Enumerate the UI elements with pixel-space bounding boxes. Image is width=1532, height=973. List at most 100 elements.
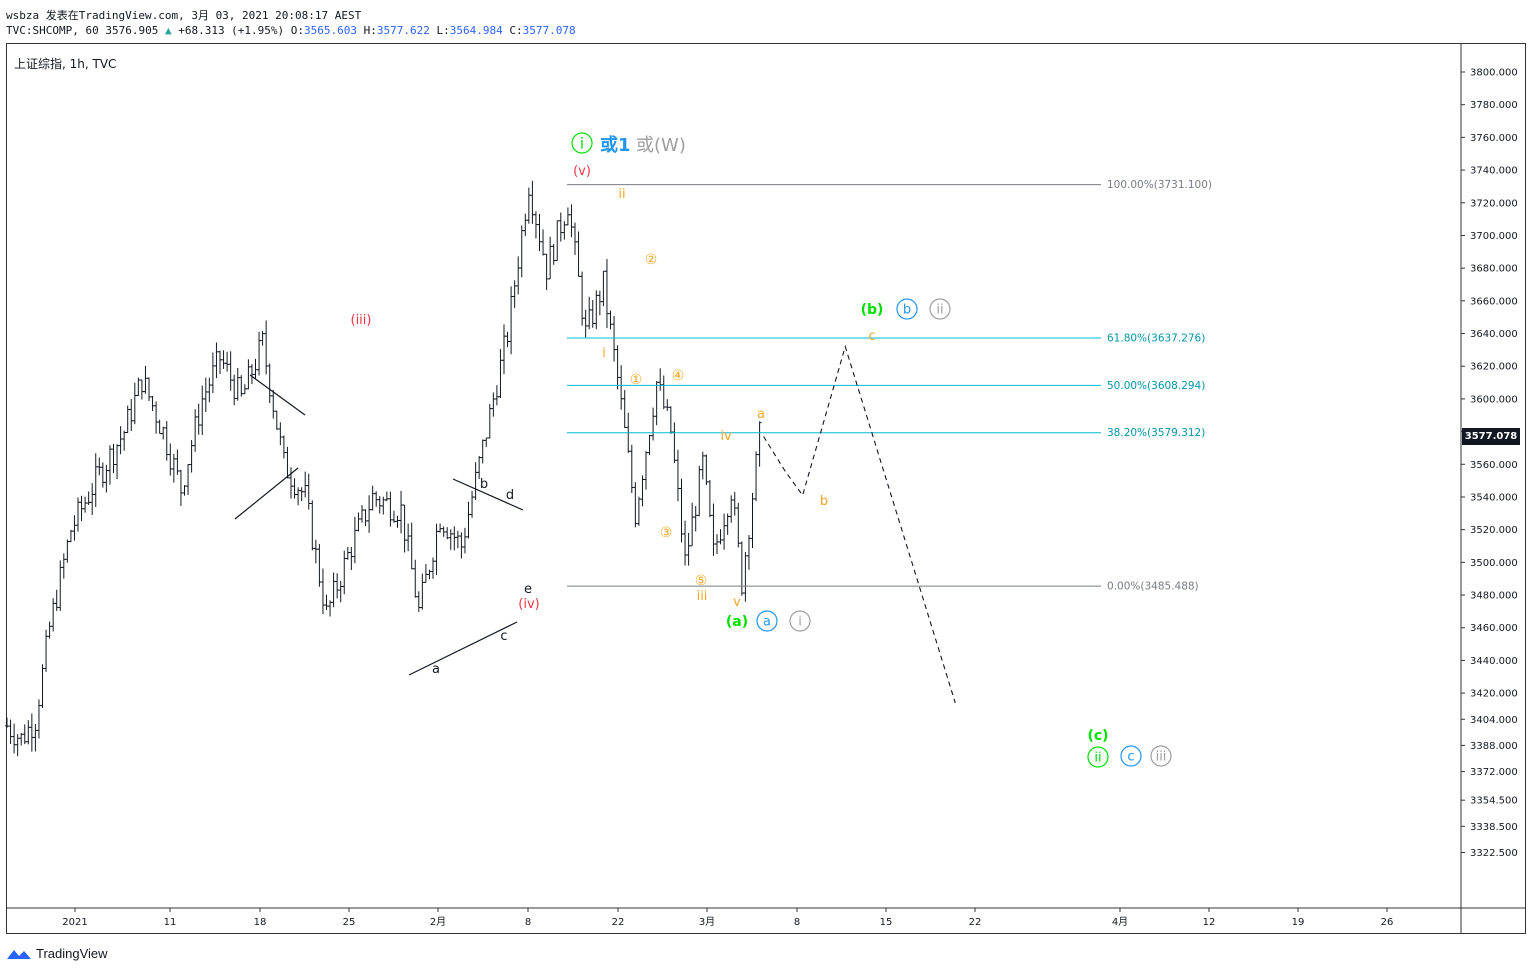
alt-label-1: 或1 (600, 134, 631, 156)
tradingview-logo-icon (7, 949, 31, 959)
time-tick-label: 22 (969, 917, 982, 928)
top-wave-i: i (580, 134, 584, 152)
ohlc-info: TVC:SHCOMP, 60 3576.905 ▲ +68.313 (+1.95… (6, 24, 576, 37)
triangle-label-e: e (524, 582, 532, 597)
subwave-label-v: v (733, 595, 741, 610)
price-tick-label: 3620.000 (1470, 362, 1518, 373)
triangle-trendline (249, 374, 306, 416)
high-value: 3577.622 (376, 24, 430, 37)
price-tick-label: 3460.000 (1470, 623, 1518, 634)
top-wave-i-circle (571, 132, 593, 154)
price-tick-label: 3420.000 (1470, 689, 1518, 700)
wave-label-v: (v) (573, 164, 591, 179)
triangle-trendline (408, 621, 518, 676)
candles (5, 180, 762, 757)
subwave-label-iv: iv (720, 429, 732, 444)
wave-b-gray-circle (929, 298, 951, 320)
wave-label-iii: (iii) (351, 313, 372, 328)
low-label: L: (436, 24, 450, 37)
price-tick-label: 3440.000 (1470, 656, 1518, 667)
price-tick-label: 3500.000 (1470, 558, 1518, 569)
wave-b-blue-circle (896, 298, 918, 320)
time-tick-label: 19 (1292, 917, 1305, 928)
subwave-circled-1: ① (630, 372, 643, 388)
price-tick-label: 3780.000 (1470, 100, 1518, 111)
correction-label-a: a (757, 407, 765, 422)
time-tick-label: 11 (164, 917, 177, 928)
subwave-circled-2: ② (645, 252, 658, 268)
open-value: 3565.603 (304, 24, 358, 37)
triangle-label-c: c (500, 629, 507, 644)
price-tick-label: 3660.000 (1470, 296, 1518, 307)
correction-label-c: c (868, 329, 875, 344)
wave-a-gray: i (798, 615, 802, 630)
time-tick-label: 8 (525, 917, 531, 928)
time-tick-label: 26 (1381, 917, 1394, 928)
wave-c-blue-circle (1120, 745, 1142, 767)
subwave-label-iii: iii (697, 589, 708, 604)
price-tick-label: 3480.000 (1470, 591, 1518, 602)
time-tick-label: 22 (612, 917, 625, 928)
subwave-label-ii: ii (618, 187, 625, 202)
price-tick-label: 3760.000 (1470, 133, 1518, 144)
wave-c-gray: iii (1156, 750, 1167, 765)
tradingview-logo[interactable]: TradingView (6, 946, 108, 961)
projection-path (763, 344, 956, 704)
wave-a-gray-circle (789, 610, 811, 632)
fib-label: 38.20%(3579.312) (1107, 427, 1205, 439)
close-value: 3577.078 (522, 24, 576, 37)
fib-label: 100.00%(3731.100) (1107, 179, 1212, 191)
low-value: 3564.984 (449, 24, 503, 37)
fibonacci-levels: 100.00%(3731.100) 61.80%(3637.276) 50.00%(… (567, 179, 1212, 593)
trendlines (234, 374, 524, 676)
subwave-circled-5: ⑤ (695, 573, 708, 589)
triangle-trendline (234, 467, 299, 520)
time-tick-label: 15 (880, 917, 893, 928)
brand-name: TradingView (36, 946, 108, 961)
fib-label: 61.80%(3637.276) (1107, 332, 1205, 344)
triangle-label-d: d (506, 488, 514, 503)
price-tick-label: 3540.000 (1470, 492, 1518, 503)
close-label: C: (509, 24, 523, 37)
high-label: H: (363, 24, 377, 37)
price-tick-label: 3372.000 (1470, 767, 1518, 778)
chart-frame[interactable] (6, 43, 1526, 934)
triangle-trendline (452, 478, 524, 511)
price-tick-label: 3600.000 (1470, 394, 1518, 405)
wave-c-green: ii (1094, 751, 1101, 766)
subwave-circled-3: ③ (660, 525, 673, 541)
price-tick-label: 3720.000 (1470, 198, 1518, 209)
last-price-tag: 3577.078 (1462, 428, 1520, 445)
price-tick-label: 3404.000 (1470, 715, 1518, 726)
wave-label-iv: (iv) (518, 597, 539, 612)
projection-line (763, 344, 956, 704)
triangle-label-a: a (432, 662, 440, 677)
price-tick-label: 3560.000 (1470, 460, 1518, 471)
price-tick-label: 3520.000 (1470, 525, 1518, 536)
time-tick-label: 2021 (62, 917, 87, 928)
price-tick-label: 3700.000 (1470, 231, 1518, 242)
wave-c-blue: c (1127, 750, 1134, 765)
open-label: O: (290, 24, 305, 37)
time-tick-label: 3月 (699, 916, 715, 928)
triangle-label-b: b (480, 477, 488, 492)
wave-b-gray: ii (936, 303, 943, 318)
wave-c-green-circle (1087, 746, 1109, 768)
price-tick-label: 3322.500 (1470, 848, 1518, 859)
correction-label-b: b (820, 494, 828, 509)
price-tick-label: 3388.000 (1470, 741, 1518, 752)
price-tick-label: 3354.500 (1470, 796, 1518, 807)
wave-a-blue-circle (756, 610, 778, 632)
time-tick-label: 8 (794, 917, 800, 928)
time-tick-label: 2月 (430, 916, 446, 928)
publish-info: wsbza 发表在TradingView.com, 3月 03, 2021 20… (6, 7, 361, 23)
price-tick-label: 3740.000 (1470, 166, 1518, 177)
alt-label-w: 或(W) (636, 135, 686, 156)
publish-line: wsbza 发表在TradingView.com, 3月 03, 2021 20… (6, 9, 362, 22)
fib-label: 50.00%(3608.294) (1107, 380, 1205, 392)
wave-c-label: (c) (1087, 728, 1108, 744)
wave-a-label: (a) (726, 614, 748, 630)
up-arrow-icon: ▲ (164, 24, 172, 37)
